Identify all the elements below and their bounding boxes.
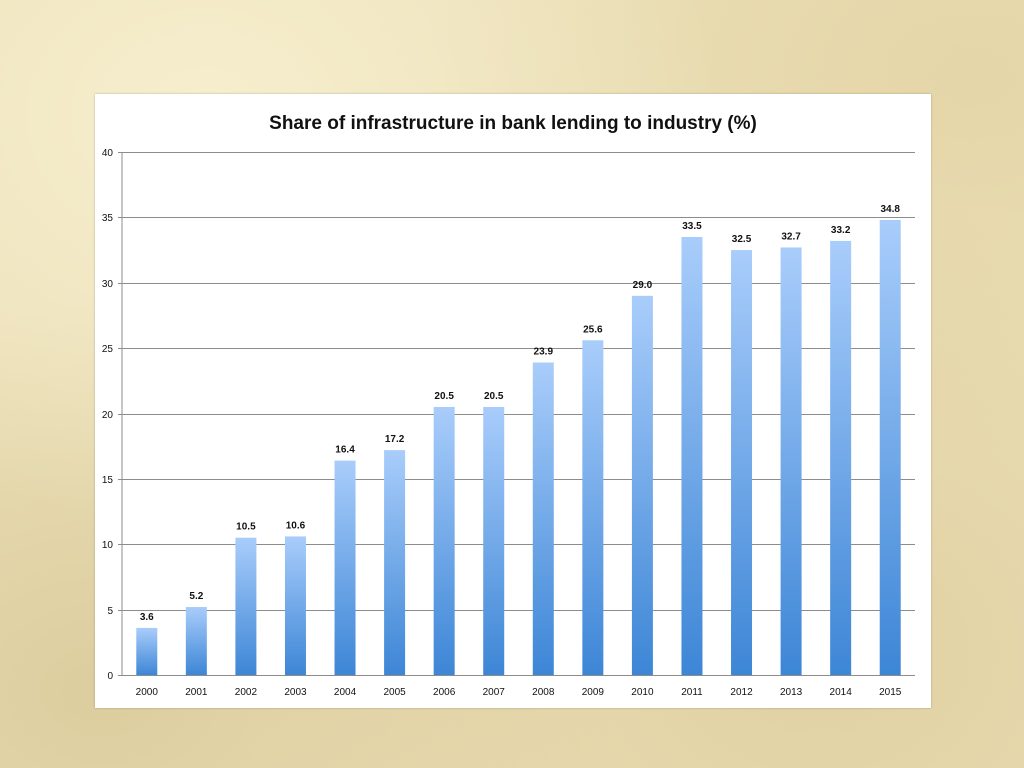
y-tick-label: 10	[102, 540, 114, 551]
data-label-2009: 25.6	[583, 324, 603, 335]
chart-card: Share of infrastructure in bank lending …	[95, 94, 931, 708]
x-tick-label: 2000	[136, 687, 159, 698]
bar-2011	[681, 236, 703, 676]
x-tick-label: 2012	[730, 687, 753, 698]
y-tick-label: 15	[102, 475, 114, 486]
bar-2006	[433, 406, 455, 675]
data-labels: 3.6 5.2 10.5 10.6 16.4 17.2 20.5 20.5 23.9 25.6 29…	[140, 204, 901, 623]
y-tick-label: 25	[102, 344, 114, 355]
x-tick-label: 2005	[383, 687, 406, 698]
data-label-2001: 5.2	[189, 591, 203, 602]
x-tick-label: 2008	[532, 687, 555, 698]
x-tick-label: 2011	[681, 687, 703, 698]
y-axis-ticks: 0 5 10 15 20 25 30 35 40	[102, 148, 114, 682]
data-label-2011: 33.5	[682, 221, 702, 232]
data-label-2013: 32.7	[781, 231, 801, 242]
data-label-2007: 20.5	[484, 391, 504, 402]
data-label-2003: 10.6	[286, 520, 306, 531]
x-tick-label: 2007	[483, 687, 506, 698]
x-tick-label: 2002	[235, 687, 258, 698]
y-tick-label: 20	[102, 410, 114, 421]
bar-2015	[879, 219, 901, 675]
data-label-2004: 16.4	[335, 445, 355, 456]
chart-title: Share of infrastructure in bank lending …	[269, 113, 757, 134]
x-tick-label: 2013	[780, 687, 803, 698]
x-tick-label: 2014	[830, 687, 853, 698]
data-label-2010: 29.0	[633, 280, 653, 291]
y-tick-label: 35	[102, 213, 114, 224]
bar-2002	[235, 537, 257, 675]
y-tick-label: 40	[102, 148, 114, 159]
y-tick-label: 5	[107, 606, 113, 617]
x-axis-ticks: 2000 2001 2002 2003 2004 2005 2006 2007 2008 2009…	[136, 687, 902, 698]
x-tick-label: 2010	[631, 687, 654, 698]
x-tick-label: 2006	[433, 687, 456, 698]
data-label-2006: 20.5	[434, 391, 454, 402]
data-label-2002: 10.5	[236, 522, 256, 533]
x-tick-label: 2009	[582, 687, 605, 698]
data-label-2012: 32.5	[732, 234, 752, 245]
bar-chart: Share of infrastructure in bank lending …	[102, 113, 915, 698]
bar-2005	[384, 450, 406, 675]
bar-2004	[334, 460, 356, 675]
bar-2001	[185, 607, 207, 675]
bar-2007	[483, 406, 505, 675]
data-label-2008: 23.9	[534, 347, 554, 358]
x-tick-label: 2001	[185, 687, 208, 698]
data-label-2000: 3.6	[140, 612, 154, 623]
bars	[136, 219, 901, 676]
bar-2003	[284, 536, 306, 675]
data-label-2015: 34.8	[880, 204, 900, 215]
data-label-2005: 17.2	[385, 434, 405, 445]
x-tick-label: 2003	[284, 687, 307, 698]
data-label-2014: 33.2	[831, 225, 851, 236]
bar-2014	[830, 240, 852, 675]
bar-2008	[532, 362, 554, 675]
x-tick-label: 2004	[334, 687, 357, 698]
bar-2012	[731, 250, 753, 675]
y-tick-label: 30	[102, 279, 114, 290]
x-tick-label: 2015	[879, 687, 902, 698]
bar-2010	[631, 295, 653, 675]
y-tick-label: 0	[107, 671, 113, 682]
bar-2000	[136, 627, 158, 675]
bar-2013	[780, 247, 802, 675]
bar-2009	[582, 340, 604, 675]
